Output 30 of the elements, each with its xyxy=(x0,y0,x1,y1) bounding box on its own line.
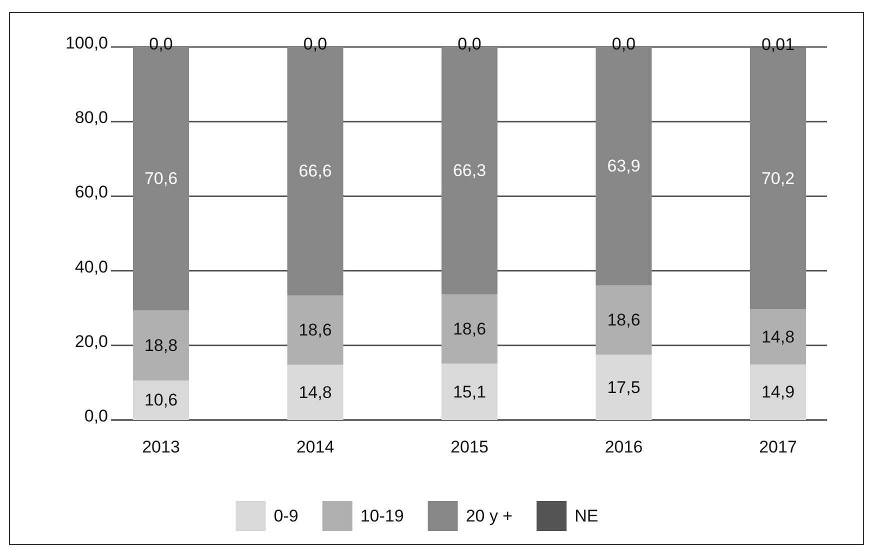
data-label: 66,6 xyxy=(298,162,332,181)
x-tick-label: 2013 xyxy=(142,438,180,456)
x-tick-label: 2017 xyxy=(759,438,797,456)
data-label: 18,6 xyxy=(452,319,486,338)
y-tick-label: 80,0 xyxy=(74,108,108,128)
data-label: 14,8 xyxy=(761,327,795,346)
legend-label: 10-19 xyxy=(360,506,404,526)
data-label: 18,8 xyxy=(144,336,178,355)
data-label: 17,5 xyxy=(607,378,640,397)
legend-label: 20 y + xyxy=(466,506,513,526)
y-tick-label: 20,0 xyxy=(74,332,108,351)
data-label: 66,3 xyxy=(452,161,486,180)
data-label: 10,6 xyxy=(144,390,178,410)
data-label: 14,9 xyxy=(761,382,795,402)
y-tick-label: 60,0 xyxy=(74,182,108,202)
data-label: 18,6 xyxy=(607,310,640,330)
data-label: 14,8 xyxy=(298,382,332,402)
data-label: 70,2 xyxy=(761,168,795,188)
x-tick-label: 2014 xyxy=(296,438,334,456)
legend-label: NE xyxy=(574,506,598,526)
y-tick-label: 100,0 xyxy=(65,34,108,52)
data-label: 18,6 xyxy=(298,320,332,340)
x-tick-label: 2015 xyxy=(450,438,488,456)
data-label: 63,9 xyxy=(607,156,640,176)
legend-label: 0-9 xyxy=(274,506,298,526)
y-tick-label: 0,0 xyxy=(84,406,108,426)
x-tick-label: 2016 xyxy=(604,438,643,456)
data-label: 70,6 xyxy=(144,169,178,188)
data-label: 15,1 xyxy=(452,382,486,402)
y-tick-label: 40,0 xyxy=(74,257,108,276)
